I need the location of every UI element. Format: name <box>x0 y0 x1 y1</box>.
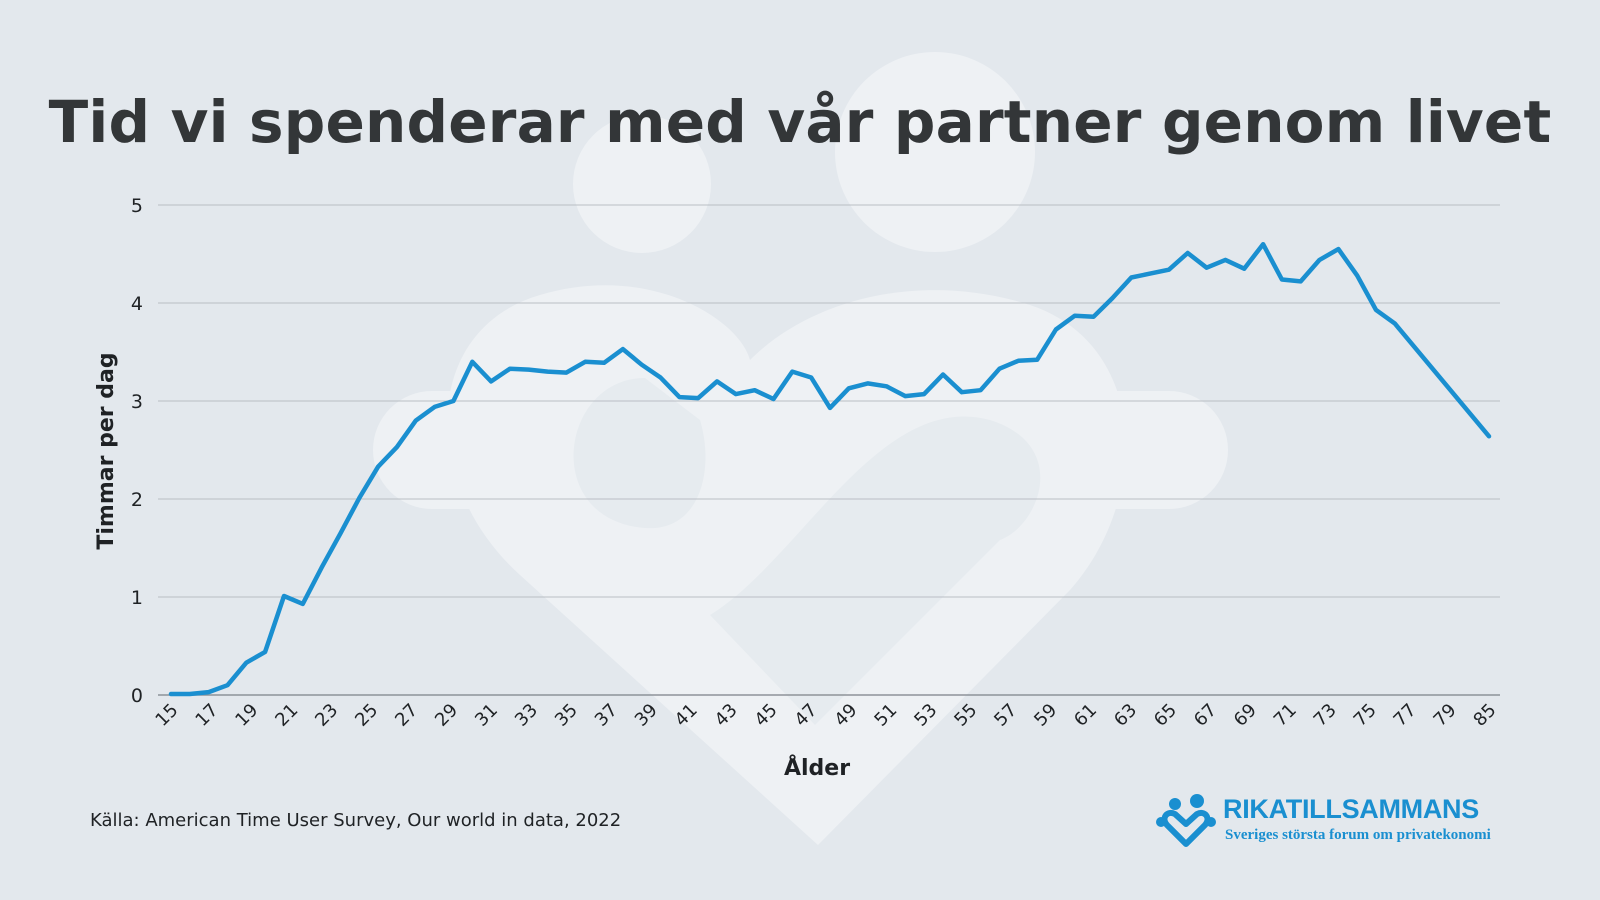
x-tick-label: 19 <box>231 700 262 731</box>
x-tick-label: 35 <box>551 700 582 731</box>
x-tick-label: 75 <box>1350 700 1381 731</box>
x-axis-label: Ålder <box>784 755 850 781</box>
x-tick-label: 29 <box>431 700 462 731</box>
y-tick-label: 0 <box>131 685 143 707</box>
x-tick-label: 37 <box>591 700 622 731</box>
x-tick-label: 79 <box>1430 700 1461 731</box>
x-tick-label: 39 <box>631 700 662 731</box>
x-tick-label: 17 <box>191 700 222 731</box>
x-tick-label: 53 <box>910 700 941 731</box>
x-tick-label: 31 <box>471 700 502 731</box>
y-tick-label: 3 <box>131 391 143 413</box>
x-tick-label: 15 <box>151 700 182 731</box>
x-tick-label: 57 <box>990 700 1021 731</box>
x-tick-label: 49 <box>830 700 861 731</box>
x-tick-label: 47 <box>791 700 822 731</box>
y-tick-label: 2 <box>131 489 143 511</box>
brand-tagline: Sveriges största forum om privatekonomi <box>1225 827 1491 843</box>
x-tick-label: 43 <box>711 700 742 731</box>
chart-title: Tid vi spenderar med vår partner genom l… <box>48 88 1552 156</box>
y-tick-labels: 0 1 2 3 4 5 <box>131 195 143 707</box>
x-tick-label: 25 <box>351 700 382 731</box>
source-note: Källa: American Time User Survey, Our wo… <box>90 810 622 831</box>
x-tick-label: 63 <box>1110 700 1141 731</box>
y-axis-label: Timmar per dag <box>94 352 119 549</box>
x-tick-label: 85 <box>1469 700 1500 731</box>
x-tick-label: 71 <box>1270 700 1301 731</box>
gridlines <box>158 204 1500 696</box>
brand-logo[interactable]: RIKATILLSAMMANS Sveriges största forum o… <box>1155 792 1515 848</box>
x-tick-label: 69 <box>1230 700 1261 731</box>
series-line <box>168 241 1492 697</box>
x-tick-labels: 15 17 19 21 23 25 27 29 31 33 35 37 39 41 43 45 47 49 51 53… <box>151 700 1500 731</box>
x-tick-label: 45 <box>751 700 782 731</box>
y-tick-label: 1 <box>131 587 143 609</box>
x-tick-label: 23 <box>311 700 342 731</box>
x-tick-label: 41 <box>671 700 702 731</box>
x-tick-label: 21 <box>271 700 302 731</box>
x-tick-label: 67 <box>1190 700 1221 731</box>
x-tick-label: 65 <box>1150 700 1181 731</box>
y-tick-label: 5 <box>131 195 143 217</box>
x-tick-label: 61 <box>1070 700 1101 731</box>
brand-name: RIKATILLSAMMANS <box>1223 794 1479 824</box>
x-tick-label: 33 <box>511 700 542 731</box>
x-tick-label: 73 <box>1310 700 1341 731</box>
x-tick-label: 55 <box>950 700 981 731</box>
x-tick-label: 27 <box>391 700 422 731</box>
x-tick-label: 51 <box>870 700 901 731</box>
x-tick-label: 59 <box>1030 700 1061 731</box>
heart-people-icon <box>1156 794 1216 847</box>
x-tick-label: 77 <box>1390 700 1421 731</box>
y-tick-label: 4 <box>131 293 143 315</box>
